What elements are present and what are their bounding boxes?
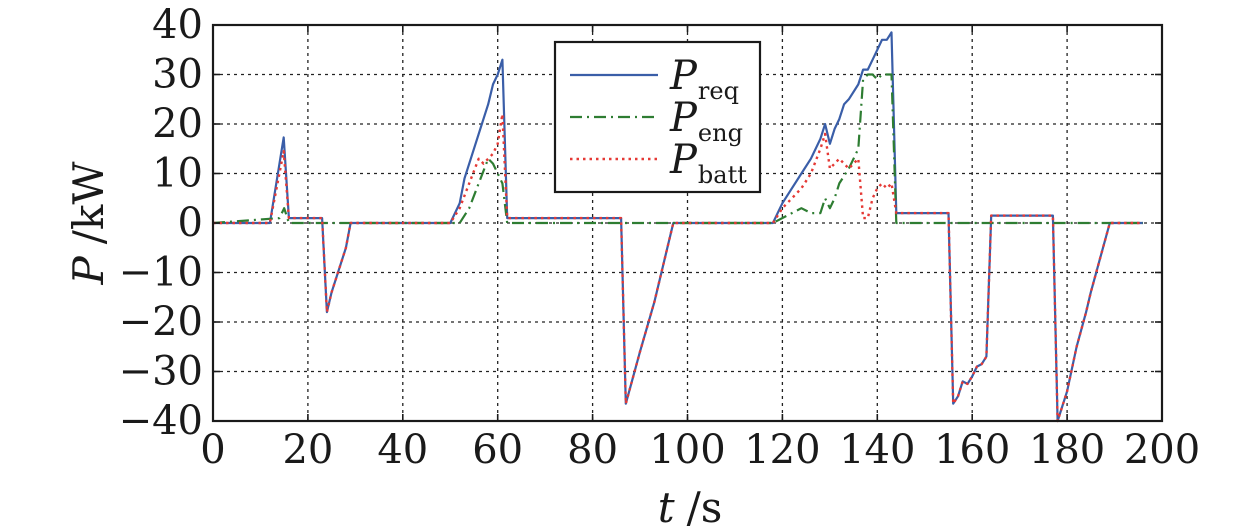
y-axis-label: P/kW [64, 161, 113, 286]
y-tick-label: 20 [152, 101, 203, 147]
x-tick-label: 160 [934, 427, 1010, 473]
x-tick-label: 100 [649, 427, 725, 473]
tick-marks [212, 24, 1163, 422]
series-line-req [213, 31, 1143, 423]
y-tick-label: 0 [178, 200, 203, 246]
x-axis-variable: t [658, 483, 675, 531]
y-axis-variable: P [64, 256, 113, 286]
y-tick-label: 30 [152, 52, 203, 98]
y-tick-label: −40 [119, 398, 203, 444]
legend-label-main: P [669, 53, 698, 99]
legend-label-sub: batt [698, 161, 747, 189]
x-axis-label: t/s [658, 483, 723, 531]
legend-label-main: P [669, 95, 698, 141]
y-tick-label: −20 [119, 299, 203, 345]
legend-label-main: P [669, 137, 698, 183]
y-tick-label: 40 [152, 2, 203, 48]
x-tick-label: 80 [567, 427, 618, 473]
legend-label-sub: req [698, 77, 739, 105]
x-tick-label: 120 [744, 427, 820, 473]
x-tick-label: 40 [377, 427, 428, 473]
x-tick-label: 60 [472, 427, 523, 473]
y-tick-label: −10 [119, 250, 203, 296]
legend-label-batt: Pbatt [669, 137, 747, 189]
legend-box [553, 40, 762, 194]
y-axis-unit: /kW [64, 161, 113, 245]
x-tick-label: 140 [839, 427, 915, 473]
legend-label-req: Preq [669, 53, 739, 105]
y-tick-label: 10 [152, 151, 203, 197]
x-tick-label: 180 [1029, 427, 1105, 473]
y-tick-label: −30 [119, 349, 203, 395]
legend-label-sub: eng [698, 119, 743, 147]
series-line-batt [213, 112, 1143, 423]
series-lines [212, 31, 1143, 423]
legend-label-eng: Peng [669, 95, 743, 147]
x-tick-labels: 0 20 40 60 80 100 120 140 160 180 200 [200, 427, 1200, 473]
x-tick-label: 200 [1124, 427, 1200, 473]
x-tick-label: 0 [200, 427, 225, 473]
x-axis-unit: /s [687, 483, 723, 531]
x-tick-label: 20 [282, 427, 333, 473]
